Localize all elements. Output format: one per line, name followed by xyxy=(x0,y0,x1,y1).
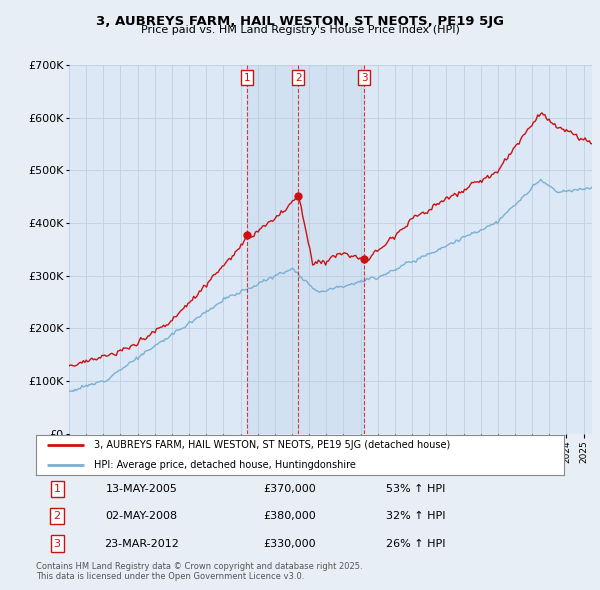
Text: 1: 1 xyxy=(244,73,250,83)
Text: 13-MAY-2005: 13-MAY-2005 xyxy=(106,484,178,494)
Text: Contains HM Land Registry data © Crown copyright and database right 2025.
This d: Contains HM Land Registry data © Crown c… xyxy=(36,562,362,581)
Text: 53% ↑ HPI: 53% ↑ HPI xyxy=(386,484,446,494)
Text: HPI: Average price, detached house, Huntingdonshire: HPI: Average price, detached house, Hunt… xyxy=(94,460,356,470)
Text: 1: 1 xyxy=(53,484,61,494)
Text: 32% ↑ HPI: 32% ↑ HPI xyxy=(386,512,446,521)
Text: 26% ↑ HPI: 26% ↑ HPI xyxy=(386,539,446,549)
Text: 3: 3 xyxy=(53,539,61,549)
Text: 3: 3 xyxy=(361,73,368,83)
Text: 2: 2 xyxy=(53,512,61,521)
Text: 2: 2 xyxy=(295,73,302,83)
Text: 23-MAR-2012: 23-MAR-2012 xyxy=(104,539,179,549)
Text: £330,000: £330,000 xyxy=(263,539,316,549)
Text: £370,000: £370,000 xyxy=(263,484,316,494)
Text: Price paid vs. HM Land Registry's House Price Index (HPI): Price paid vs. HM Land Registry's House … xyxy=(140,25,460,35)
Text: 02-MAY-2008: 02-MAY-2008 xyxy=(106,512,178,521)
Text: 3, AUBREYS FARM, HAIL WESTON, ST NEOTS, PE19 5JG (detached house): 3, AUBREYS FARM, HAIL WESTON, ST NEOTS, … xyxy=(94,440,451,450)
Text: £380,000: £380,000 xyxy=(263,512,316,521)
Bar xyxy=(247,65,364,434)
Text: 3, AUBREYS FARM, HAIL WESTON, ST NEOTS, PE19 5JG: 3, AUBREYS FARM, HAIL WESTON, ST NEOTS, … xyxy=(96,15,504,28)
